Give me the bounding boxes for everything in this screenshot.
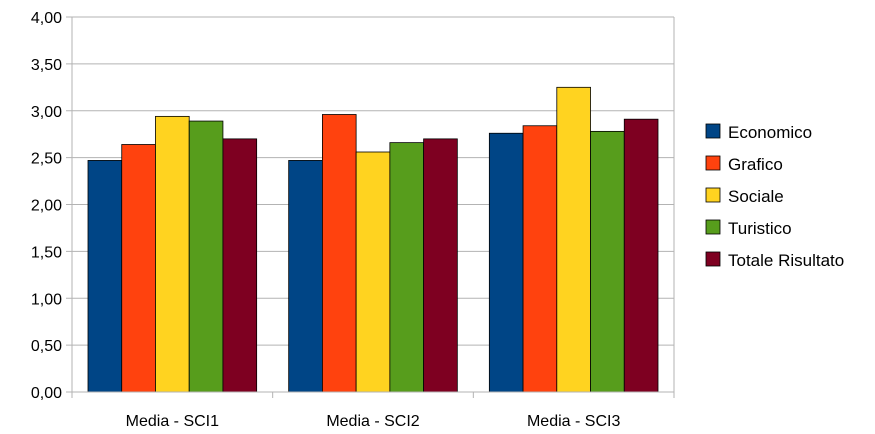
legend-label: Turistico <box>728 219 792 238</box>
legend: Economico Grafico Sociale Turistico Totale R… <box>705 123 844 270</box>
y-tick-label: 0,00 <box>31 385 62 402</box>
legend-swatch <box>705 123 721 139</box>
axes <box>66 16 675 398</box>
bars <box>87 86 659 393</box>
bar-turistico-1 <box>188 120 224 393</box>
legend-swatch <box>705 219 721 235</box>
bar-sociale-1 <box>155 115 190 393</box>
y-tick-label: 3,00 <box>31 104 62 121</box>
bar-totale-risultato-3 <box>623 118 659 393</box>
bar-grafico-3 <box>522 125 558 393</box>
legend-swatch <box>705 251 721 267</box>
legend-label: Sociale <box>728 187 784 206</box>
x-axis-tick-labels: Media - SCI1 Media - SCI2 Media - SCI3 <box>126 413 621 430</box>
bar-turistico-2 <box>389 142 425 393</box>
bar-totale-risultato-2 <box>423 138 458 393</box>
bar-sociale-2 <box>355 151 391 393</box>
x-tick-label: Media - SCI2 <box>326 413 419 430</box>
y-tick-label: 4,00 <box>31 10 62 27</box>
bar-economico-3 <box>488 132 524 393</box>
y-axis-tick-labels: 0,00 0,50 1,00 1,50 2,00 2,50 3,00 3,50 4,00 <box>31 10 62 402</box>
bar-turistico-3 <box>590 130 625 393</box>
x-tick-label: Media - SCI3 <box>527 413 620 430</box>
bar-grafico-2 <box>321 114 357 393</box>
y-tick-label: 2,50 <box>31 151 62 168</box>
bar-sociale-3 <box>556 86 591 393</box>
bar-grafico-1 <box>121 144 156 393</box>
bar-totale-risultato-1 <box>222 138 258 393</box>
y-tick-label: 2,00 <box>31 198 62 215</box>
legend-swatch <box>705 155 721 171</box>
y-tick-label: 0,50 <box>31 338 62 355</box>
legend-label: Grafico <box>728 155 783 174</box>
legend-label: Totale Risultato <box>728 251 844 270</box>
y-tick-label: 1,00 <box>31 291 62 308</box>
legend-label: Economico <box>728 123 812 142</box>
legend-swatch <box>705 187 721 203</box>
x-tick-label: Media - SCI1 <box>126 413 219 430</box>
y-tick-label: 3,50 <box>31 57 62 74</box>
y-tick-label: 1,50 <box>31 244 62 261</box>
bar-economico-2 <box>288 160 323 393</box>
bar-economico-1 <box>87 160 123 393</box>
